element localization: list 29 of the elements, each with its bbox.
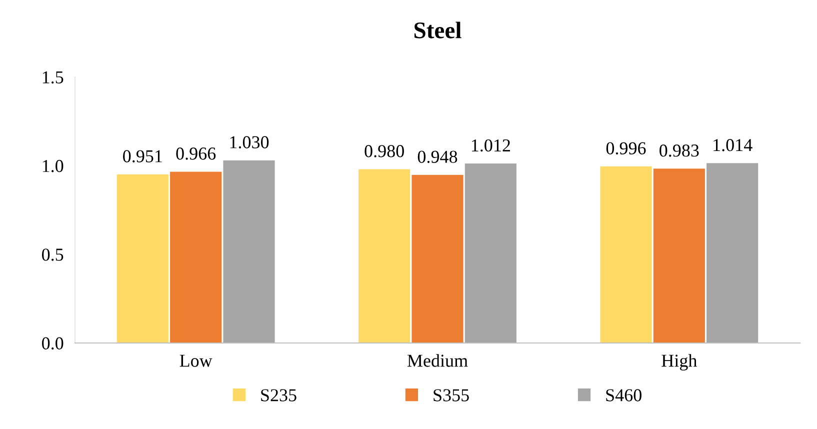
chart-title: Steel — [414, 22, 462, 38]
bar — [170, 172, 222, 343]
data-label: 1.030 — [230, 136, 269, 148]
data-label: 0.948 — [418, 150, 458, 163]
data-label: 1.012 — [472, 139, 510, 152]
legend-label: S460 — [606, 389, 642, 402]
data-label: 0.983 — [660, 144, 699, 157]
bar — [600, 166, 652, 343]
y-tick-label: 1.0 — [42, 160, 64, 172]
x-tick-label: Low — [180, 354, 212, 367]
bar — [358, 169, 410, 343]
bar — [706, 163, 758, 343]
bar — [653, 168, 705, 343]
data-label: 0.951 — [123, 150, 162, 162]
y-tick-label: 0.5 — [42, 248, 64, 261]
x-tick-label: Medium — [407, 354, 468, 367]
x-tick-label: High — [662, 354, 697, 371]
y-tick-label: 1.5 — [42, 71, 64, 84]
legend-label: S235 — [261, 389, 296, 402]
y-tick-label: 0.0 — [42, 337, 64, 350]
data-label: 0.980 — [364, 145, 404, 158]
bar — [412, 174, 464, 343]
bar — [464, 164, 516, 343]
bar — [116, 174, 168, 343]
bar — [223, 160, 275, 343]
data-label: 0.996 — [606, 142, 646, 154]
legend-label: S355 — [434, 389, 469, 402]
data-label: 1.014 — [714, 139, 752, 152]
data-label: 0.966 — [176, 148, 216, 160]
